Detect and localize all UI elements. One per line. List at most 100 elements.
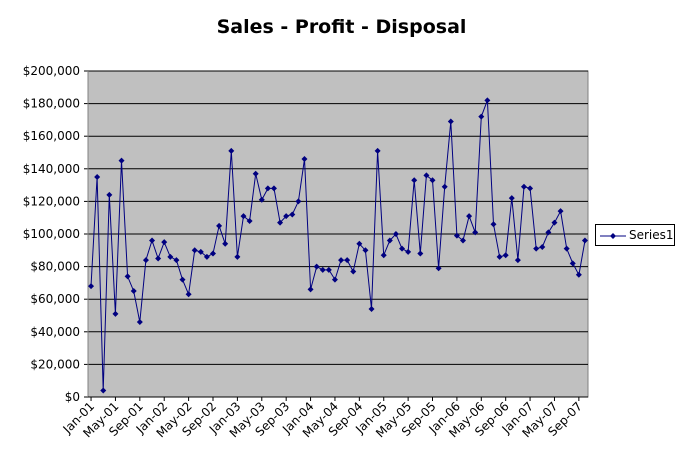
data-point <box>124 273 131 280</box>
data-point <box>136 319 143 326</box>
data-point <box>307 286 314 293</box>
data-point <box>575 271 582 278</box>
data-point <box>142 257 149 264</box>
data-point <box>325 266 332 273</box>
data-point <box>392 231 399 237</box>
data-point <box>118 157 125 164</box>
y-tick-label: $140,000 <box>23 162 80 176</box>
data-point <box>313 263 320 270</box>
data-point <box>264 185 271 192</box>
data-point <box>344 257 351 264</box>
data-point <box>520 183 527 190</box>
data-point <box>441 183 448 190</box>
data-point <box>112 310 119 317</box>
legend-label: Series1 <box>629 228 674 242</box>
x-axis: Jan-01May-01Sep-01Jan-02May-02Sep-02Jan-… <box>60 396 588 440</box>
data-point <box>106 191 113 198</box>
data-point <box>350 268 357 275</box>
data-point <box>270 185 277 192</box>
data-point <box>252 170 259 177</box>
data-point <box>423 172 430 179</box>
data-point <box>472 229 479 236</box>
data-point <box>149 237 156 244</box>
data-point <box>185 291 192 298</box>
data-point <box>386 237 393 244</box>
data-point <box>569 260 576 267</box>
data-point <box>100 387 107 394</box>
data-point <box>277 219 284 226</box>
data-point <box>496 253 503 260</box>
data-point <box>258 196 265 203</box>
data-point <box>374 147 381 154</box>
y-tick-label: $120,000 <box>23 194 80 208</box>
data-point <box>545 229 552 236</box>
data-point <box>399 245 406 252</box>
data-point <box>210 250 216 257</box>
data-point <box>222 240 229 247</box>
data-point <box>453 232 460 239</box>
data-point <box>161 239 168 246</box>
data-point <box>197 248 204 255</box>
data-point <box>301 156 308 163</box>
data-point <box>362 247 369 254</box>
data-point <box>203 253 210 260</box>
data-point <box>557 208 564 215</box>
data-point <box>173 257 180 264</box>
data-point <box>130 288 137 295</box>
data-point <box>88 283 95 290</box>
y-tick-label: $200,000 <box>23 64 80 78</box>
legend: Series1 <box>595 224 675 246</box>
data-point <box>514 257 521 264</box>
y-tick-label: $40,000 <box>30 325 80 339</box>
data-point <box>490 221 497 228</box>
data-point <box>246 217 253 224</box>
gridlines <box>88 70 588 365</box>
data-point <box>228 147 235 154</box>
data-point <box>380 252 387 259</box>
data-point <box>405 248 412 255</box>
data-point <box>155 255 162 262</box>
data-point <box>478 113 485 120</box>
data-point <box>216 222 223 229</box>
data-point <box>289 211 296 218</box>
data-point <box>167 253 174 260</box>
data-point <box>295 198 302 205</box>
y-tick-label: $80,000 <box>30 260 80 274</box>
data-point <box>368 305 375 312</box>
data-point <box>551 219 558 226</box>
data-point <box>234 253 241 260</box>
legend-marker-icon <box>600 233 626 239</box>
data-point <box>502 252 509 259</box>
y-tick-label: $0 <box>65 390 80 404</box>
data-point <box>411 177 418 184</box>
data-point <box>508 195 515 202</box>
data-point <box>460 237 466 244</box>
data-point <box>539 244 546 251</box>
data-point <box>319 266 326 273</box>
data-point <box>466 213 473 220</box>
data-point <box>533 245 540 252</box>
y-axis: $0 $20,000 $40,000 $60,000 $80,000 $100,000 $1… <box>23 64 89 404</box>
data-point <box>581 237 588 244</box>
data-point <box>283 213 290 220</box>
data-point <box>331 276 338 283</box>
data-point <box>563 245 570 252</box>
series-group <box>88 97 588 394</box>
data-point <box>240 213 247 220</box>
data-point <box>94 173 101 180</box>
data-point <box>447 118 454 125</box>
y-tick-label: $60,000 <box>30 292 80 306</box>
data-point <box>417 250 424 257</box>
chart-title: Sales - Profit - Disposal <box>216 16 467 38</box>
data-point <box>484 97 491 104</box>
data-point <box>429 177 436 184</box>
y-tick-label: $160,000 <box>23 129 80 143</box>
data-point <box>179 276 186 283</box>
data-point <box>356 240 363 247</box>
data-point <box>338 257 345 264</box>
y-tick-label: $100,000 <box>23 227 80 241</box>
data-point <box>435 265 442 272</box>
data-point <box>527 185 534 192</box>
y-tick-label: $20,000 <box>30 357 80 371</box>
